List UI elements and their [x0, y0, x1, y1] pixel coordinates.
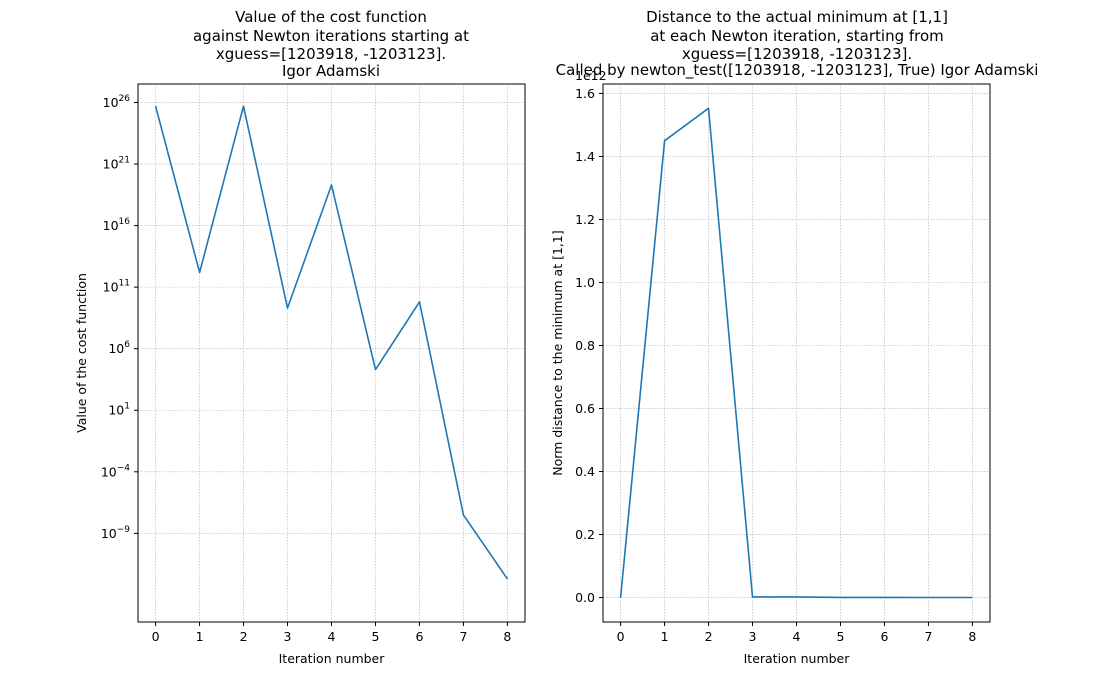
right-x-tick-label: 6 [880, 629, 888, 644]
right-y-tick-label: 0.2 [575, 527, 595, 542]
right-chart-title-line: Distance to the actual minimum at [1,1] [646, 8, 948, 26]
right-y-tick-label: 1.4 [575, 149, 595, 164]
left-x-tick-label: 6 [415, 629, 423, 644]
right-x-tick-label: 4 [793, 629, 801, 644]
right-x-tick-label: 1 [661, 629, 669, 644]
left-x-tick-label: 1 [196, 629, 204, 644]
left-x-tick-label: 4 [328, 629, 336, 644]
left-y-tick-label: 1026 [103, 94, 131, 110]
right-x-tick-label: 2 [705, 629, 713, 644]
left-chart-title-line: Igor Adamski [282, 62, 380, 80]
left-y-tick-base: 10 [103, 157, 119, 172]
right-y-tick-label: 0.8 [575, 338, 595, 353]
left-y-tick-label: 1021 [103, 156, 130, 172]
right-x-tick-label: 8 [968, 629, 976, 644]
left-y-tick-label: 10−9 [101, 525, 130, 541]
left-y-tick-base: 10 [101, 464, 117, 479]
left-y-tick-base: 10 [108, 403, 124, 418]
right-y-tick-label: 0.6 [575, 401, 595, 416]
right-y-offset-label: 1e12 [575, 68, 607, 83]
left-x-tick-label: 2 [240, 629, 248, 644]
left-y-axis-label: Value of the cost function [74, 273, 89, 433]
left-y-tick-base: 10 [103, 95, 119, 110]
left-x-tick-label: 5 [372, 629, 380, 644]
left-y-tick-base: 10 [101, 526, 117, 541]
left-y-tick-exponent: 21 [119, 156, 130, 166]
right-chart-title-line: xguess=[1203918, -1203123]. [682, 45, 912, 63]
left-y-tick-base: 10 [103, 280, 119, 295]
left-y-tick-label: 1011 [103, 279, 130, 295]
left-x-tick-label: 3 [284, 629, 292, 644]
left-chart-title-line: against Newton iterations starting at [193, 27, 469, 45]
right-y-tick-label: 1.0 [575, 275, 595, 290]
right-x-tick-label: 7 [924, 629, 932, 644]
left-chart-title-line: Value of the cost function [235, 8, 427, 26]
right-chart-title-line: at each Newton iteration, starting from [650, 27, 944, 45]
left-y-tick-label: 106 [108, 340, 130, 356]
left-y-tick-exponent: 16 [119, 217, 131, 227]
left-x-axis-label: Iteration number [279, 651, 386, 666]
left-y-tick-label: 101 [108, 402, 130, 418]
right-chart: Distance to the actual minimum at [1,1]a… [550, 8, 1038, 666]
left-y-tick-base: 10 [108, 341, 124, 356]
left-y-tick-exponent: −9 [117, 525, 131, 535]
left-chart-title-line: xguess=[1203918, -1203123]. [216, 45, 446, 63]
left-y-tick-exponent: 1 [124, 402, 130, 412]
right-x-tick-label: 3 [749, 629, 757, 644]
left-y-tick-exponent: 26 [119, 94, 131, 104]
left-y-tick-exponent: 6 [124, 340, 130, 350]
left-series-line [154, 105, 509, 580]
left-y-tick-label: 1016 [103, 217, 131, 233]
right-chart-title-line: Called by newton_test([1203918, -1203123… [556, 61, 1039, 80]
right-series-line [619, 107, 973, 599]
left-y-tick-base: 10 [103, 218, 119, 233]
right-y-tick-label: 1.6 [575, 86, 595, 101]
left-y-tick-exponent: −4 [117, 463, 131, 473]
right-y-axis-label: Norm distance to the minimum at [1,1] [550, 230, 565, 475]
right-y-tick-label: 1.2 [575, 212, 595, 227]
right-x-axis-label: Iteration number [744, 651, 851, 666]
right-y-tick-label: 0.0 [575, 590, 595, 605]
right-y-tick-label: 0.4 [575, 464, 595, 479]
right-x-tick-label: 0 [617, 629, 625, 644]
left-y-tick-label: 10−4 [101, 463, 130, 479]
right-x-tick-label: 5 [837, 629, 845, 644]
left-x-tick-label: 8 [503, 629, 511, 644]
left-y-tick-exponent: 11 [119, 279, 130, 289]
left-x-tick-label: 7 [459, 629, 467, 644]
left-x-tick-label: 0 [152, 629, 160, 644]
